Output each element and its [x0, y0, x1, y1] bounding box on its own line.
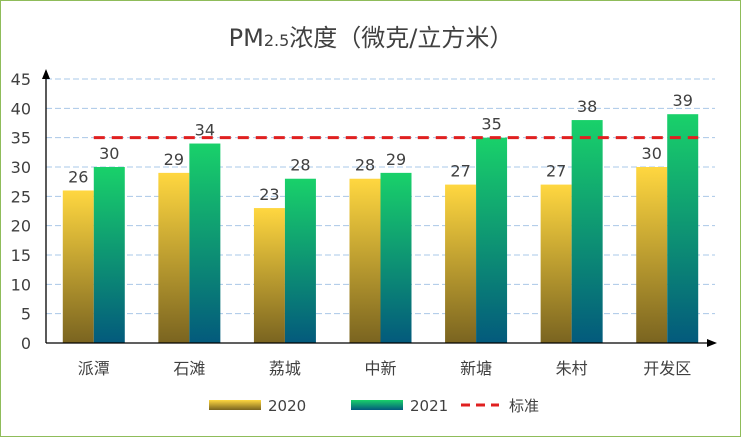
data-label-2021: 34 [195, 121, 215, 140]
y-tick-label: 5 [21, 305, 31, 324]
bar-2020 [636, 167, 668, 343]
data-label-2020: 29 [164, 150, 184, 169]
legend-label-2020: 2020 [268, 397, 306, 415]
y-tick-label: 20 [11, 217, 31, 236]
y-tick-label: 10 [11, 275, 31, 294]
data-label-2020: 27 [450, 162, 470, 181]
x-tick-label: 开发区 [643, 359, 691, 378]
bar-2021 [189, 143, 221, 343]
bar-2020 [253, 208, 285, 343]
data-label-2021: 30 [99, 144, 119, 163]
y-tick-labels: 0 5 10 15 20 25 30 35 40 45 [11, 70, 31, 353]
y-tick-label: 45 [11, 70, 31, 89]
legend: 2020 2021 标准 [209, 397, 539, 415]
data-label-2021: 28 [290, 156, 310, 175]
legend-label-standard: 标准 [509, 397, 539, 415]
y-tick-label: 30 [11, 158, 31, 177]
x-tick-label: 中新 [364, 359, 396, 378]
data-label-2021: 38 [577, 97, 597, 116]
bar-2020 [349, 178, 381, 343]
bar-2021 [476, 137, 508, 343]
data-label-2020: 28 [355, 156, 375, 175]
bar-2021 [380, 172, 412, 343]
bar-2021 [571, 120, 603, 343]
data-label-2021: 29 [386, 150, 406, 169]
x-tick-label: 新塘 [460, 359, 492, 378]
data-label-2021: 39 [673, 91, 693, 110]
bar-2021 [284, 178, 316, 343]
legend-swatch-2020 [209, 400, 261, 410]
y-tick-label: 15 [11, 246, 31, 265]
y-tick-label: 0 [21, 334, 31, 353]
y-tick-label: 40 [11, 99, 31, 118]
x-tick-label: 荔城 [269, 359, 301, 378]
data-label-2021: 35 [481, 115, 501, 134]
x-tick-label: 派潭 [78, 359, 110, 378]
chart-title-rest: 浓度（微克/立方米） [289, 24, 513, 52]
bars [62, 114, 699, 343]
chart-title-main: PM [229, 24, 264, 52]
chart-title: PM2.5浓度（微克/立方米） [229, 24, 514, 52]
data-label-2020: 23 [259, 185, 279, 204]
bar-2021 [93, 167, 125, 343]
y-tick-label: 25 [11, 187, 31, 206]
data-labels: 26 30 29 34 23 28 28 29 27 35 27 38 30 39 [68, 91, 693, 204]
legend-label-2021: 2021 [410, 397, 448, 415]
x-axis-arrow [707, 339, 717, 347]
data-label-2020: 27 [546, 162, 566, 181]
chart-title-sub: 2.5 [264, 31, 289, 50]
y-axis-arrow [42, 69, 50, 79]
legend-swatch-2021 [351, 400, 403, 410]
data-label-2020: 26 [68, 167, 88, 186]
data-label-2020: 30 [642, 144, 662, 163]
bar-2020 [62, 190, 94, 343]
y-tick-label: 35 [11, 129, 31, 148]
bar-2020 [540, 184, 572, 343]
bar-2020 [445, 184, 477, 343]
x-tick-labels: 派潭 石滩 荔城 中新 新塘 朱村 开发区 [78, 359, 691, 378]
axes [42, 69, 717, 347]
x-tick-label: 石滩 [173, 359, 205, 378]
bar-2020 [158, 172, 190, 343]
bar-2021 [667, 114, 699, 343]
x-tick-label: 朱村 [556, 359, 588, 378]
